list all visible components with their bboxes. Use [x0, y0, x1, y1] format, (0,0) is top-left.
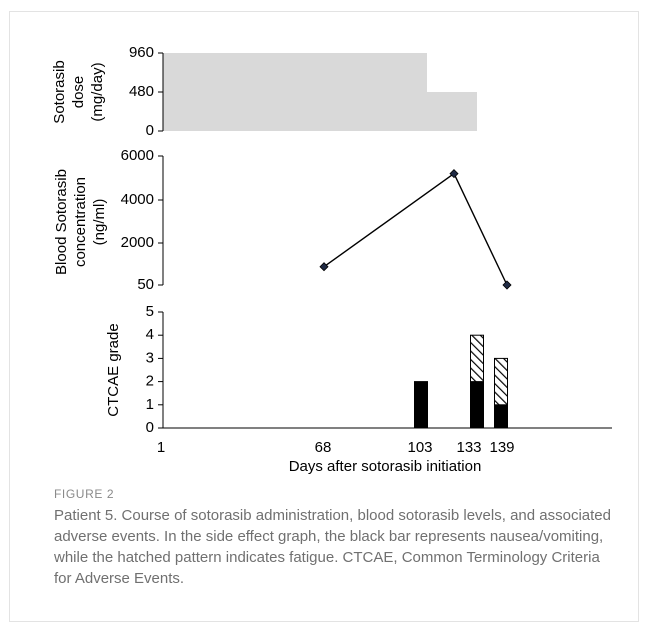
ctcae-bar-139-fatigue	[494, 357, 508, 406]
ctcae-y-tick-label: 3	[146, 349, 154, 366]
concentration-point-0	[319, 262, 329, 272]
ctcae-bar-103-nausea_vomiting	[414, 381, 428, 429]
dose-segment-0	[163, 53, 427, 131]
dose-y-tick-label: 0	[146, 122, 154, 139]
conc-y-tick-label: 50	[137, 276, 154, 293]
ctcae-bar-139-nausea_vomiting	[494, 404, 508, 429]
ctcae-bar-133-fatigue	[470, 334, 484, 383]
dose-panel: 960 480 0 Sotorasib dose (mg/day)	[51, 44, 477, 139]
ctcae-bar-133-nausea_vomiting	[470, 381, 484, 429]
concentration-line	[323, 172, 508, 286]
concentration-point-2	[502, 280, 512, 290]
figure-label: FIGURE 2	[54, 487, 115, 501]
x-tick-label: 68	[315, 439, 332, 456]
ctcae-y-tick-label: 4	[146, 326, 154, 343]
x-axis-label: Days after sotorasib initiation	[289, 458, 482, 475]
conc-y-tick-label: 4000	[121, 191, 154, 208]
x-tick-label: 1	[157, 439, 165, 456]
dose-y-tick-label: 480	[129, 83, 154, 100]
ctcae-y-tick-label: 0	[146, 419, 154, 436]
conc-y-tick-label: 2000	[121, 234, 154, 251]
concentration-panel: 6000 4000 2000 50 Blood Sotorasib concentrati…	[53, 147, 512, 293]
x-tick-label: 133	[456, 439, 481, 456]
figure-caption: Patient 5. Course of sotorasib administr…	[54, 507, 611, 587]
concentration-point-1	[449, 169, 459, 179]
conc-y-axis-label-line: (ng/ml)	[91, 199, 108, 246]
x-tick-label: 103	[407, 439, 432, 456]
ctcae-y-tick-label: 1	[146, 396, 154, 413]
dose-y-axis-label: Sotorasib dose (mg/day)	[51, 60, 106, 123]
dose-y-axis-label-line: Sotorasib	[51, 60, 68, 123]
conc-y-tick-label: 6000	[121, 147, 154, 164]
ctcae-y-tick-label: 2	[146, 373, 154, 390]
dose-y-axis-label-line: dose	[70, 76, 87, 109]
conc-y-axis-label-line: concentration	[72, 177, 89, 267]
dose-y-axis-label-line: (mg/day)	[89, 62, 106, 121]
conc-y-axis-label: Blood Sotorasib concentration (ng/ml)	[53, 169, 108, 275]
dose-segment-1	[427, 92, 477, 131]
ctcae-y-axis-label: CTCAE grade	[105, 323, 122, 416]
conc-y-axis-label-line: Blood Sotorasib	[53, 169, 70, 275]
dose-y-tick-label: 960	[129, 44, 154, 61]
x-tick-label: 139	[489, 439, 514, 456]
ctcae-y-tick-label: 5	[146, 303, 154, 320]
